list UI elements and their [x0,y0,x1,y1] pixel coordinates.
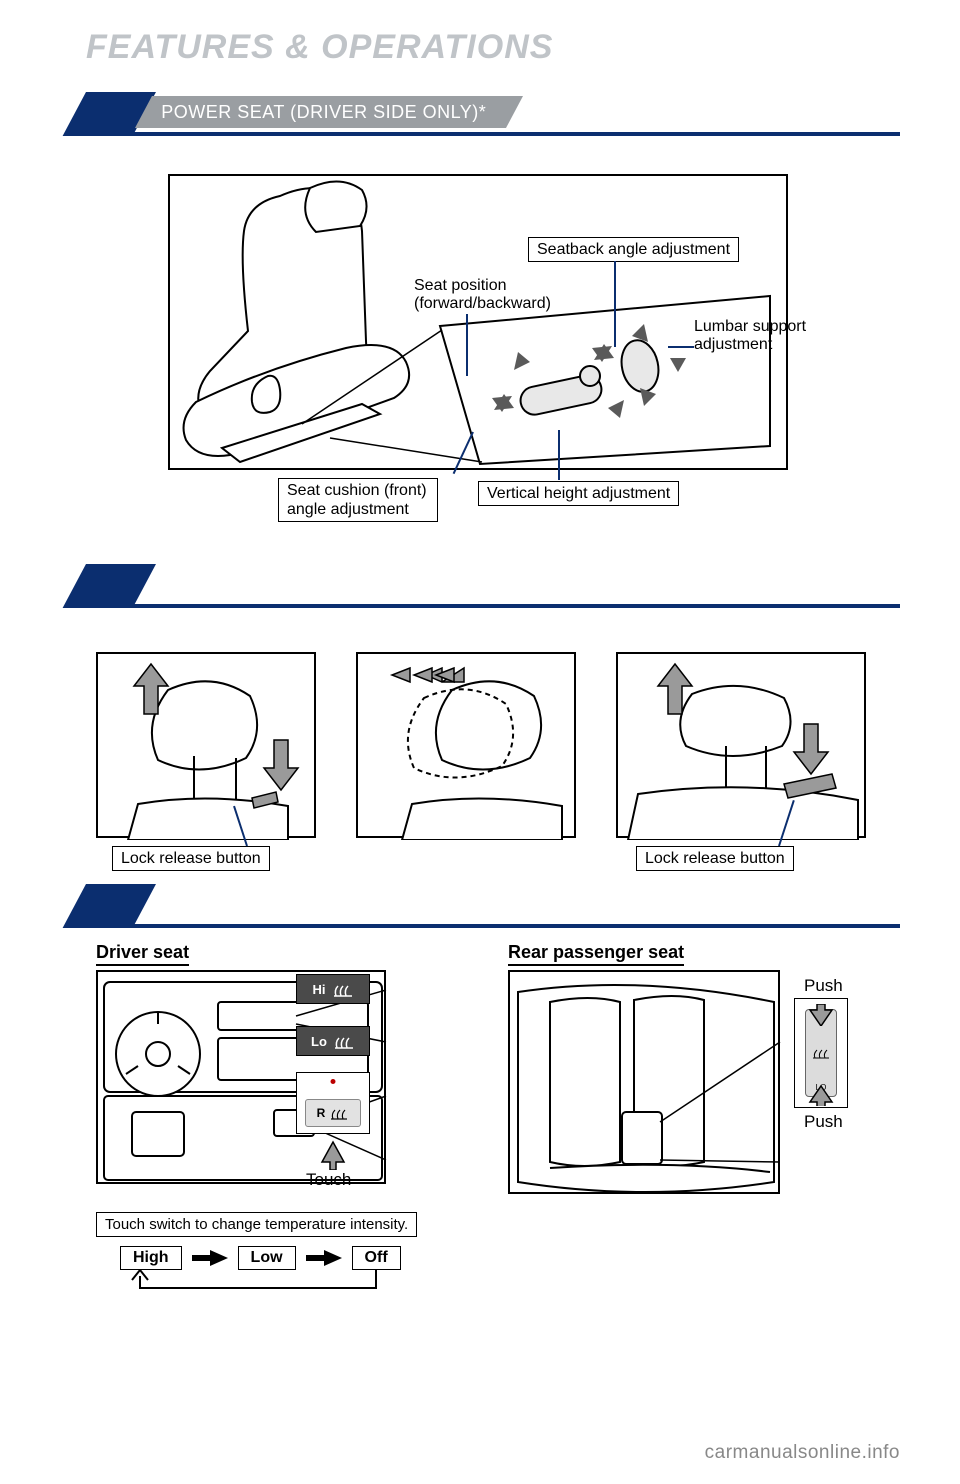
headrest-front-tilt-figure [356,652,576,838]
indicator-dot-icon [331,1079,336,1084]
leader-line [668,346,694,348]
callout-line: angle adjustment [287,500,429,519]
header-underline [100,132,900,136]
rear-seat-illustration [510,972,782,1196]
callout-line: (forward/backward) [414,295,551,313]
push-up-arrow-icon [808,1084,834,1106]
seat-heat-icon [333,1032,355,1050]
driver-seat-label: Driver seat [96,942,189,966]
leader-line [614,261,616,347]
headrest-rear-figure [616,652,866,838]
seat-heat-icon [332,980,354,998]
loop-back-arrow-icon [128,1270,384,1300]
rear-seat-figure [508,970,780,1194]
section-header-headrests [86,564,900,608]
touch-switch-note: Touch switch to change temperature inten… [96,1212,417,1237]
header-underline [100,604,900,608]
callout-cushion: Seat cushion (front) angle adjustment [278,478,438,522]
callout-vertical: Vertical height adjustment [478,481,679,506]
leader-line [466,314,468,376]
push-label-bottom: Push [804,1112,843,1132]
callout-line: Seat cushion (front) [287,481,429,500]
leader-line [558,430,560,480]
flow-low: Low [238,1246,296,1270]
callout-lumbar: Lumbar support adjustment [694,318,806,355]
push-label-top: Push [804,976,843,996]
seat-heat-icon [329,1105,349,1121]
headrest-rear-illustration [618,654,868,840]
section-label: POWER SEAT (DRIVER SIDE ONLY)* [135,96,523,128]
header-slash-icon [63,884,156,928]
push-down-arrow-icon [808,1004,834,1026]
footer-watermark: carmanualsonline.info [705,1442,900,1464]
touch-arrow [318,1140,348,1170]
lo-button[interactable]: Lo [296,1026,370,1056]
section-label-text: POWER SEAT (DRIVER SIDE ONLY)* [161,102,486,123]
r-touch-button[interactable]: R [305,1099,361,1127]
section-header-seat-heaters [86,884,900,928]
callout-seat-position: Seat position (forward/backward) [414,277,551,314]
r-label: R [317,1106,326,1120]
flow-off: Off [352,1246,401,1270]
section-header-power-seat: POWER SEAT (DRIVER SIDE ONLY)* [86,92,900,136]
touch-label: Touch [306,1170,351,1190]
header-slash-icon [63,564,156,608]
callout-seatback: Seatback angle adjustment [528,237,739,262]
callout-line: adjustment [694,336,806,354]
hi-label: Hi [313,982,326,997]
page-title: FEATURES & OPERATIONS [86,28,553,67]
headrest-tilt-illustration [358,654,578,840]
arrow-right-icon [306,1250,342,1266]
headrest-illustration [98,654,318,840]
headrest-front-updown-figure [96,652,316,838]
callout-lock-release-right: Lock release button [636,846,794,871]
r-touch-panel: R [296,1072,370,1134]
seat-heat-icon [812,1046,830,1060]
header-underline [100,924,900,928]
flow-high: High [120,1246,182,1270]
callout-lock-release-left: Lock release button [112,846,270,871]
rear-passenger-seat-label: Rear passenger seat [508,942,684,966]
arrow-right-icon [192,1250,228,1266]
lo-label: Lo [311,1034,327,1049]
callout-line: Seat position [414,277,551,295]
callout-line: Lumbar support [694,318,806,336]
hi-button[interactable]: Hi [296,974,370,1004]
intensity-flow: High Low Off [120,1246,401,1270]
